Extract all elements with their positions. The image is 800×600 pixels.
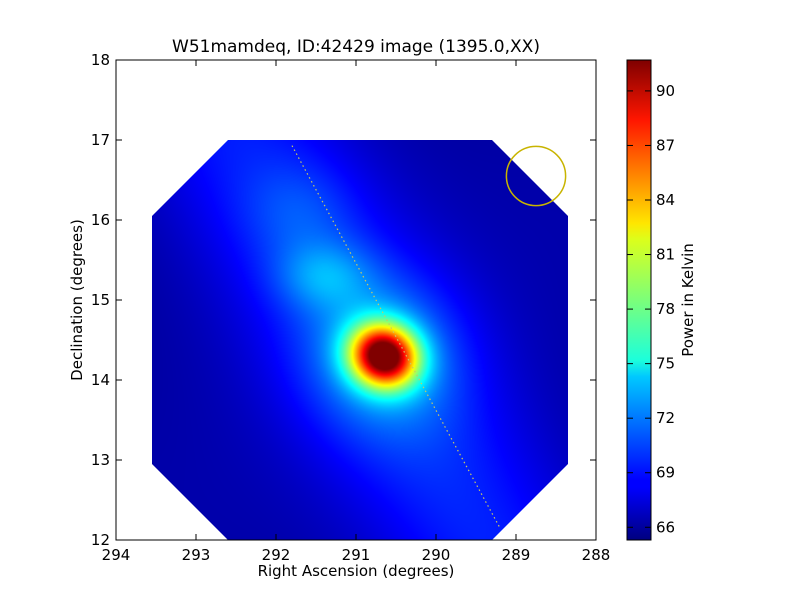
colorbar-tick-label: 66 xyxy=(656,518,675,536)
x-tick-label: 292 xyxy=(262,546,291,564)
beam-circle xyxy=(505,145,567,207)
x-tick-label: 289 xyxy=(502,546,531,564)
y-tick-label: 15 xyxy=(91,291,110,309)
x-tick-label: 288 xyxy=(582,546,611,564)
y-tick-label: 14 xyxy=(91,371,110,389)
colorbar-tick-label: 69 xyxy=(656,464,675,482)
x-tick-label: 294 xyxy=(102,546,131,564)
colorbar-tick-label: 78 xyxy=(656,300,675,318)
plot-frame xyxy=(115,59,597,541)
colorbar-tick-label: 87 xyxy=(656,136,675,154)
colorbar-tick-label: 81 xyxy=(656,246,675,264)
x-tick-label: 290 xyxy=(422,546,451,564)
colorbar-tick-label: 72 xyxy=(656,409,675,427)
x-tick-label: 291 xyxy=(342,546,371,564)
colorbar-tick-label: 84 xyxy=(656,191,675,209)
y-tick-label: 16 xyxy=(91,211,110,229)
colorbar-tick-label: 90 xyxy=(656,82,675,100)
y-axis: 12 13 14 15 16 17 18 xyxy=(91,51,596,549)
y-tick-label: 12 xyxy=(91,531,110,549)
y-tick-label: 13 xyxy=(91,451,110,469)
heatmap-image xyxy=(152,140,568,540)
colorbar-ticks: 66 69 72 75 78 81 84 87 90 xyxy=(627,82,675,536)
scan-track-line xyxy=(291,145,501,529)
x-tick-label: 293 xyxy=(182,546,211,564)
y-axis-label: Declination (degrees) xyxy=(68,219,86,381)
colorbar xyxy=(626,59,652,541)
x-axis-label: Right Ascension (degrees) xyxy=(258,562,455,580)
colorbar-label: Power in Kelvin xyxy=(679,243,697,357)
y-tick-label: 18 xyxy=(91,51,110,69)
chart-title: W51mamdeq, ID:42429 image (1395.0,XX) xyxy=(172,37,540,57)
colorbar-tick-label: 75 xyxy=(656,355,675,373)
x-axis: 294 293 292 291 290 289 288 xyxy=(102,60,611,564)
y-tick-label: 17 xyxy=(91,131,110,149)
